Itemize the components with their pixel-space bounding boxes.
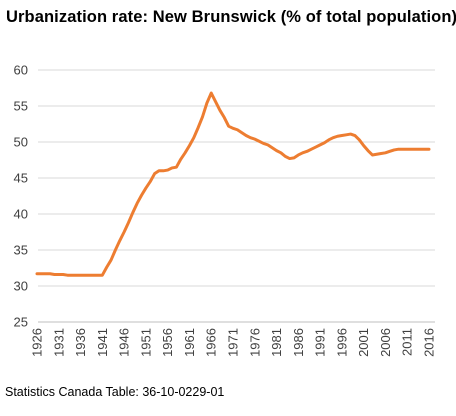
x-tick-label: 1991: [313, 328, 328, 357]
y-tick-label: 60: [14, 63, 28, 78]
x-tick-label: 1981: [269, 328, 284, 357]
x-tick-label: 2011: [400, 328, 415, 356]
x-tick-label: 1951: [138, 328, 153, 357]
x-tick-label: 1986: [291, 328, 306, 357]
x-tick-label: 1956: [160, 328, 175, 357]
x-axis-tick-labels: 1926 1931 1936 1941 1946 1951 1956 1961 1966 1971…: [30, 328, 437, 357]
x-tick-label: 1976: [247, 328, 262, 357]
chart-title: Urbanization rate: New Brunswick (% of t…: [6, 8, 456, 26]
x-tick-label: 1966: [204, 328, 219, 357]
x-tick-label: 1926: [30, 328, 45, 357]
x-tick-label: 2016: [422, 328, 437, 357]
y-tick-label: 25: [14, 315, 28, 330]
x-tick-label: 1971: [226, 328, 241, 357]
x-tick-label: 1996: [334, 328, 349, 357]
x-tick-label: 2001: [356, 328, 371, 357]
gridlines: [38, 69, 435, 323]
series-line: [35, 91, 431, 277]
y-axis-tick-labels: 25 30 35 40 45 50 55 60: [14, 63, 28, 330]
x-tick-label: 2006: [378, 328, 393, 357]
x-tick-label: 1946: [117, 328, 132, 357]
x-tick-label: 1961: [182, 328, 197, 357]
y-tick-label: 30: [14, 279, 28, 294]
x-tick-label: 1936: [73, 328, 88, 357]
y-tick-label: 55: [14, 99, 28, 114]
y-tick-label: 40: [14, 207, 28, 222]
x-tick-label: 1941: [95, 328, 110, 357]
x-tick-label: 1931: [51, 328, 66, 357]
y-tick-label: 50: [14, 135, 28, 150]
y-tick-label: 35: [14, 243, 28, 258]
y-tick-label: 45: [14, 171, 28, 186]
source-note: Statistics Canada Table: 36-10-0229-01: [5, 385, 225, 399]
